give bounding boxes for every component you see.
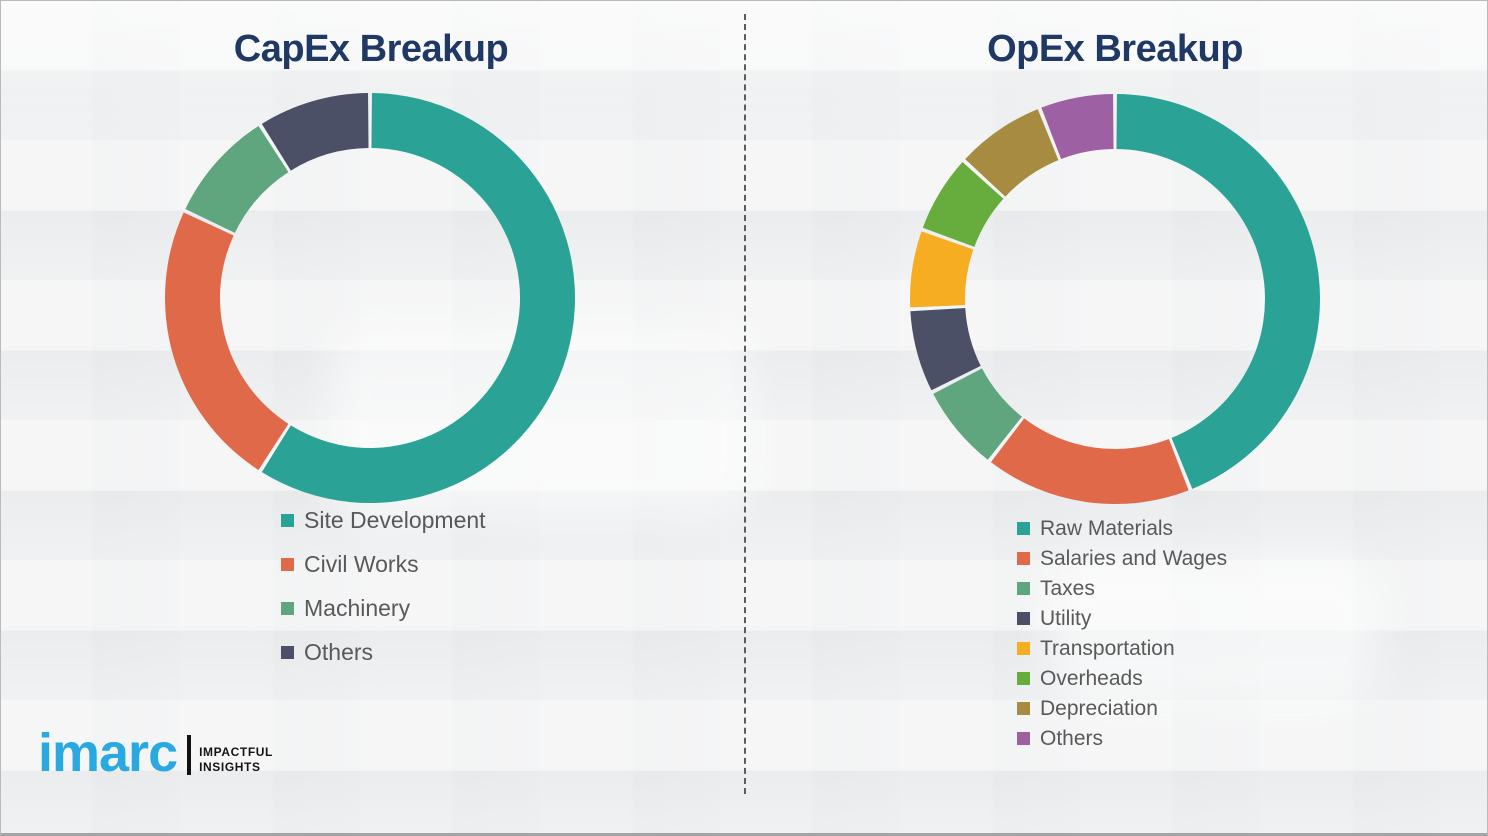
legend-item-raw-materials: Raw Materials bbox=[1017, 517, 1227, 540]
legend-item-others: Others bbox=[281, 641, 486, 664]
legend-label: Others bbox=[304, 639, 374, 665]
imarc-logo-tagline: IMPACTFUL INSIGHTS bbox=[199, 745, 273, 777]
legend-item-transportation: Transportation bbox=[1017, 637, 1227, 660]
legend-swatch bbox=[1017, 642, 1030, 655]
legend-item-site-development: Site Development bbox=[281, 509, 486, 532]
donut-slice-transportation bbox=[910, 231, 974, 308]
imarc-logo-wordmark: imarc bbox=[38, 723, 178, 783]
opex-donut-chart bbox=[910, 94, 1320, 504]
donut-slice-raw-materials bbox=[1116, 94, 1320, 489]
legend-item-taxes: Taxes bbox=[1017, 577, 1227, 600]
opex-chart-title: OpEx Breakup bbox=[987, 28, 1243, 70]
legend-label: Raw Materials bbox=[1040, 517, 1174, 540]
legend-label: Machinery bbox=[304, 595, 411, 621]
legend-label: Overheads bbox=[1040, 667, 1143, 690]
legend-item-depreciation: Depreciation bbox=[1017, 697, 1227, 720]
donut-slice-civil-works bbox=[164, 212, 289, 471]
legend-swatch bbox=[1017, 552, 1030, 565]
legend-item-salaries-and-wages: Salaries and Wages bbox=[1017, 547, 1227, 570]
capex-donut-chart bbox=[164, 93, 575, 504]
legend-swatch bbox=[281, 646, 294, 659]
legend-swatch bbox=[1017, 582, 1030, 595]
donut-slice-overheads bbox=[922, 162, 1004, 247]
legend-item-others: Others bbox=[1017, 727, 1227, 750]
legend-swatch bbox=[281, 602, 294, 615]
legend-swatch bbox=[281, 558, 294, 571]
donut-slice-site-development bbox=[261, 93, 575, 504]
legend-swatch bbox=[1017, 612, 1030, 625]
legend-item-overheads: Overheads bbox=[1017, 667, 1227, 690]
capex-legend: Site Development Civil Works Machinery Othe… bbox=[281, 509, 486, 664]
opex-legend: Raw Materials Salaries and Wages Taxes Util… bbox=[1017, 517, 1227, 750]
legend-swatch bbox=[1017, 732, 1030, 745]
donut-slice-salaries-and-wages bbox=[990, 418, 1189, 504]
donut-slice-utility bbox=[910, 307, 981, 391]
legend-label: Transportation bbox=[1040, 637, 1175, 660]
legend-swatch bbox=[1017, 702, 1030, 715]
legend-label: Others bbox=[1040, 727, 1104, 750]
imarc-logo: imarc IMPACTFUL INSIGHTS bbox=[38, 723, 273, 783]
legend-label: Taxes bbox=[1040, 577, 1095, 600]
dashed-divider bbox=[744, 14, 746, 794]
imarc-tagline-line1: IMPACTFUL bbox=[199, 744, 273, 759]
capex-chart-title: CapEx Breakup bbox=[233, 28, 509, 70]
donut-slice-others bbox=[261, 93, 369, 171]
donut-slice-depreciation bbox=[965, 109, 1059, 197]
legend-swatch bbox=[281, 514, 294, 527]
legend-swatch bbox=[1017, 522, 1030, 535]
legend-label: Site Development bbox=[304, 507, 486, 533]
imarc-logo-divider bbox=[187, 734, 192, 775]
legend-label: Utility bbox=[1040, 607, 1092, 630]
legend-swatch bbox=[1017, 672, 1030, 685]
legend-label: Salaries and Wages bbox=[1040, 547, 1228, 570]
legend-label: Depreciation bbox=[1040, 697, 1158, 720]
legend-item-utility: Utility bbox=[1017, 607, 1227, 630]
legend-item-machinery: Machinery bbox=[281, 597, 486, 620]
legend-label: Civil Works bbox=[304, 551, 419, 577]
donut-slice-others bbox=[1041, 94, 1114, 160]
legend-item-civil-works: Civil Works bbox=[281, 553, 486, 576]
imarc-tagline-line2: INSIGHTS bbox=[199, 759, 261, 774]
donut-slice-machinery bbox=[185, 125, 289, 233]
donut-slice-taxes bbox=[933, 368, 1022, 460]
